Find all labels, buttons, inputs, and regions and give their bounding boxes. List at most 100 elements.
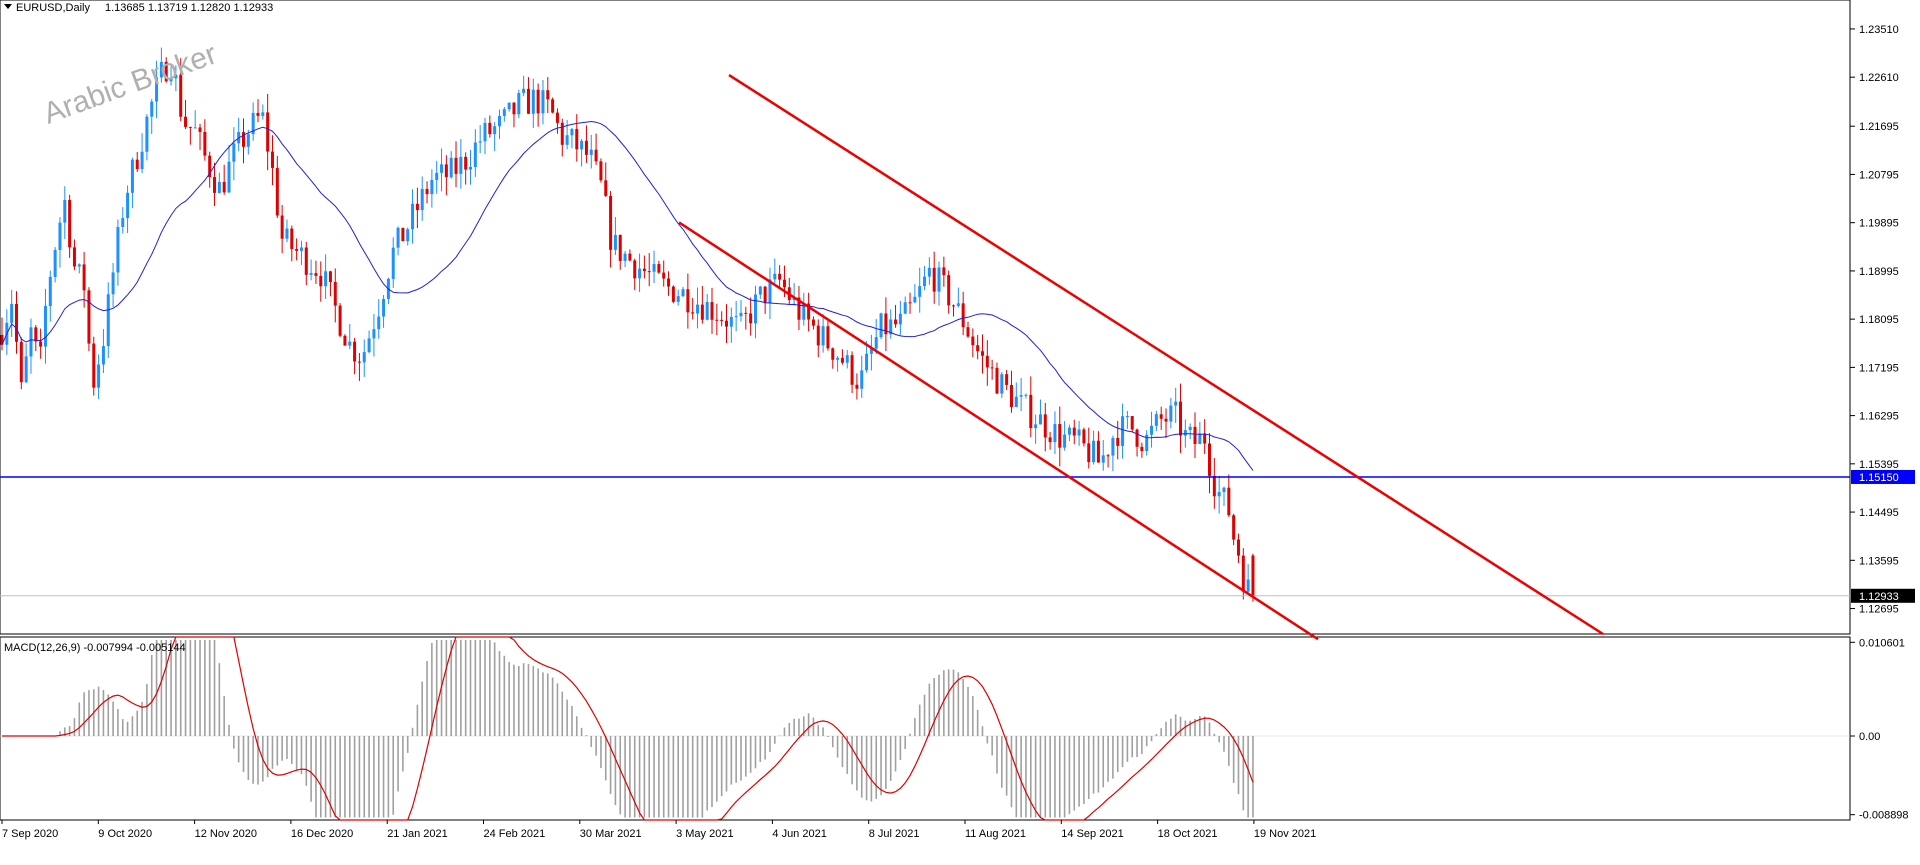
candle-body[interactable] xyxy=(1058,424,1062,448)
candle-body[interactable] xyxy=(729,316,733,327)
candle-body[interactable] xyxy=(130,159,134,193)
candle-body[interactable] xyxy=(449,157,453,178)
candle-body[interactable] xyxy=(106,294,110,347)
candle-body[interactable] xyxy=(169,78,173,82)
candle-body[interactable] xyxy=(116,227,120,273)
candle-body[interactable] xyxy=(1222,487,1226,492)
candle-body[interactable] xyxy=(580,140,584,150)
candle-body[interactable] xyxy=(227,161,231,193)
candle-body[interactable] xyxy=(353,341,357,362)
candle-body[interactable] xyxy=(879,313,883,338)
candle-body[interactable] xyxy=(159,61,163,78)
candle-body[interactable] xyxy=(1106,455,1110,457)
candle-body[interactable] xyxy=(836,357,840,360)
candle-body[interactable] xyxy=(1029,394,1033,429)
candle-body[interactable] xyxy=(889,319,893,335)
candle-body[interactable] xyxy=(628,253,632,261)
candle-body[interactable] xyxy=(609,195,613,250)
candle-body[interactable] xyxy=(440,164,444,173)
candle-body[interactable] xyxy=(676,296,680,302)
candle-body[interactable] xyxy=(1067,427,1071,435)
candle-body[interactable] xyxy=(956,303,960,306)
candle-body[interactable] xyxy=(1236,539,1240,556)
candle-body[interactable] xyxy=(348,341,352,346)
candle-body[interactable] xyxy=(1246,579,1250,592)
candle-body[interactable] xyxy=(681,289,685,297)
price-panel[interactable] xyxy=(0,47,1850,641)
candle-body[interactable] xyxy=(1140,446,1144,452)
candle-body[interactable] xyxy=(1082,429,1086,444)
macd-panel[interactable] xyxy=(0,636,1850,821)
candle-body[interactable] xyxy=(507,102,511,110)
candle-body[interactable] xyxy=(584,140,588,155)
candle-body[interactable] xyxy=(319,275,323,287)
candle-body[interactable] xyxy=(314,273,318,276)
candle-body[interactable] xyxy=(328,271,332,282)
candle-body[interactable] xyxy=(1193,426,1197,445)
candle-body[interactable] xyxy=(1053,424,1057,443)
candle-body[interactable] xyxy=(155,77,159,102)
candle-body[interactable] xyxy=(43,305,47,347)
candle-body[interactable] xyxy=(696,304,700,314)
candle-body[interactable] xyxy=(1208,443,1211,476)
candle-body[interactable] xyxy=(483,122,487,142)
candle-body[interactable] xyxy=(0,334,4,345)
candle-body[interactable] xyxy=(454,157,458,174)
candle-body[interactable] xyxy=(68,199,72,248)
candle-body[interactable] xyxy=(618,235,622,261)
candle-body[interactable] xyxy=(642,268,646,272)
candle-body[interactable] xyxy=(1077,429,1081,436)
candle-body[interactable] xyxy=(469,166,473,170)
candle-body[interactable] xyxy=(908,302,912,304)
candle-body[interactable] xyxy=(377,316,381,330)
candle-body[interactable] xyxy=(464,156,468,170)
candle-body[interactable] xyxy=(966,327,970,337)
candle-body[interactable] xyxy=(657,264,661,273)
candle-body[interactable] xyxy=(980,351,984,356)
candle-body[interactable] xyxy=(1135,429,1139,447)
candle-body[interactable] xyxy=(517,92,521,115)
candle-body[interactable] xyxy=(932,267,936,292)
candle-body[interactable] xyxy=(976,345,980,352)
candle-body[interactable] xyxy=(560,122,564,145)
candle-body[interactable] xyxy=(797,297,801,320)
candle-body[interactable] xyxy=(256,112,260,116)
candle-body[interactable] xyxy=(937,267,941,292)
candle-body[interactable] xyxy=(217,181,221,193)
candle-body[interactable] xyxy=(551,99,555,113)
candle-body[interactable] xyxy=(1072,427,1076,436)
candle-body[interactable] xyxy=(821,326,825,346)
candle-body[interactable] xyxy=(599,161,603,181)
candle-body[interactable] xyxy=(401,227,405,242)
candle-body[interactable] xyxy=(1038,414,1042,425)
candle-body[interactable] xyxy=(87,290,91,344)
candle-body[interactable] xyxy=(773,273,777,280)
candle-body[interactable] xyxy=(135,159,139,170)
candle-body[interactable] xyxy=(270,151,274,168)
candle-body[interactable] xyxy=(667,278,671,287)
candle-body[interactable] xyxy=(299,247,303,251)
candle-body[interactable] xyxy=(570,128,574,136)
candle-body[interactable] xyxy=(1048,437,1052,443)
candle-body[interactable] xyxy=(686,289,690,313)
candle-body[interactable] xyxy=(594,149,598,162)
candle-body[interactable] xyxy=(1019,395,1023,397)
candle-body[interactable] xyxy=(473,142,477,167)
candle-body[interactable] xyxy=(174,74,178,79)
candle-body[interactable] xyxy=(874,337,878,349)
candle-body[interactable] xyxy=(947,275,951,306)
candle-body[interactable] xyxy=(700,304,704,320)
candle-body[interactable] xyxy=(763,286,767,304)
candle-body[interactable] xyxy=(811,319,815,326)
candle-body[interactable] xyxy=(1251,555,1255,596)
candle-body[interactable] xyxy=(734,316,738,318)
candle-body[interactable] xyxy=(39,341,43,347)
candle-body[interactable] xyxy=(1179,401,1183,436)
candle-body[interactable] xyxy=(1217,491,1221,497)
candle-body[interactable] xyxy=(860,370,864,389)
candle-body[interactable] xyxy=(150,101,154,117)
candle-body[interactable] xyxy=(1198,433,1202,445)
candle-body[interactable] xyxy=(333,281,337,306)
